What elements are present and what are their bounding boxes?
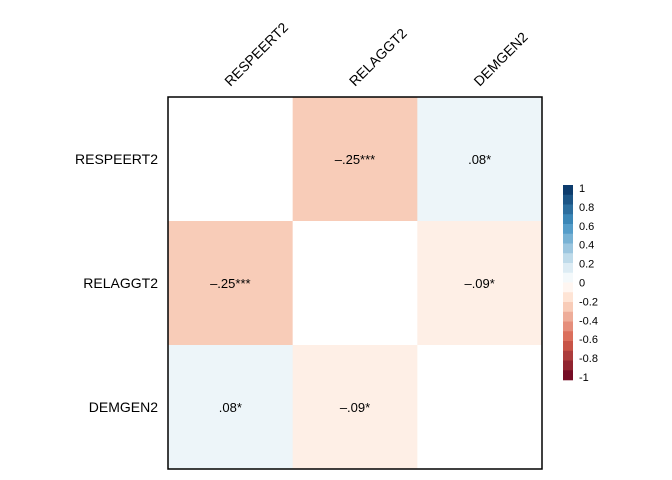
plot-border (167, 96, 543, 470)
legend-tick-label: -0.6 (579, 334, 598, 346)
heatmap-cell-1-0 (168, 221, 294, 346)
legend-tick-label: 1 (579, 183, 585, 195)
heatmap-cell-0-2 (417, 97, 543, 222)
legend-swatch (563, 224, 573, 235)
legend-tick-label: 0.4 (579, 240, 594, 252)
row-labels: RESPEERT2 RELAGGT2 DEMGEN2 (75, 151, 158, 415)
legend-swatch (563, 321, 573, 332)
color-legend: 1 0.8 0.6 0.4 0.2 0 -0.2 -0.4 -0.6 -0.8 -1 (563, 183, 598, 384)
column-labels: RESPEERT2 RELAGGT2 DEMGEN2 (221, 19, 531, 89)
heatmap-cells (168, 97, 543, 470)
legend-swatch (563, 350, 573, 361)
column-label: RELAGGT2 (346, 25, 410, 89)
row-label: RESPEERT2 (75, 151, 158, 167)
legend-swatch (563, 360, 573, 371)
legend-tick-label: -0.2 (579, 296, 598, 308)
legend-swatch (563, 331, 573, 342)
legend-swatch (563, 204, 573, 215)
legend-swatch (563, 292, 573, 303)
heatmap-cell-2-0 (168, 345, 294, 470)
legend-swatch (563, 302, 573, 313)
heatmap-cell-1-1 (292, 221, 418, 346)
cell-value-label: .08* (468, 152, 491, 167)
legend-swatch (563, 341, 573, 352)
cell-value-label: –.25*** (335, 152, 375, 167)
legend-swatch (563, 214, 573, 225)
legend-tick-label: 0.6 (579, 221, 594, 233)
cell-value-label: .08* (219, 400, 242, 415)
row-label: RELAGGT2 (83, 275, 158, 291)
column-label: DEMGEN2 (470, 29, 530, 89)
legend-tick-label: -1 (579, 372, 589, 384)
legend-swatch (563, 263, 573, 274)
legend-swatch (563, 311, 573, 322)
heatmap-cell-0-0 (168, 97, 294, 222)
cell-value-label: –.25*** (210, 276, 250, 291)
cell-value-label: –.09* (340, 400, 370, 415)
legend-swatch (563, 194, 573, 205)
legend-tick-label: -0.4 (579, 315, 598, 327)
row-label: DEMGEN2 (89, 399, 158, 415)
cell-value-label: –.09* (464, 276, 494, 291)
heatmap-cell-0-1 (292, 97, 418, 222)
cell-labels: –.25*** .08* –.25*** –.09* .08* –.09* (210, 152, 495, 415)
legend-tick-label: -0.8 (579, 353, 598, 365)
legend-swatch (563, 243, 573, 254)
legend-tick-label: 0.8 (579, 202, 594, 214)
legend-swatch (563, 282, 573, 293)
legend-swatch (563, 272, 573, 283)
legend-tick-labels: 1 0.8 0.6 0.4 0.2 0 -0.2 -0.4 -0.6 -0.8 -1 (579, 183, 598, 384)
legend-tick-label: 0 (579, 278, 585, 290)
column-label: RESPEERT2 (221, 19, 291, 89)
heatmap-cell-2-1 (292, 345, 418, 470)
legend-swatch (563, 185, 573, 196)
legend-swatch (563, 233, 573, 244)
legend-swatch (563, 370, 573, 381)
heatmap-cell-1-2 (417, 221, 543, 346)
heatmap-cell-2-2 (417, 345, 543, 470)
legend-swatch (563, 253, 573, 264)
legend-color-bar (563, 185, 573, 381)
legend-tick-label: 0.2 (579, 259, 594, 271)
